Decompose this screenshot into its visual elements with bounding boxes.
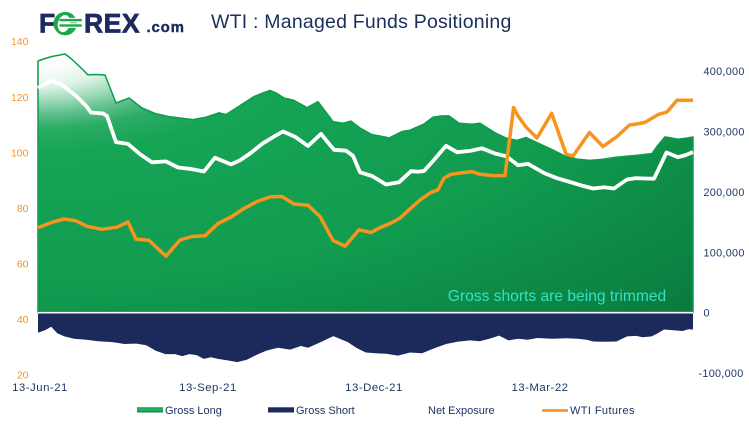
svg-text:Net Exposure: Net Exposure <box>428 405 495 417</box>
svg-text:120: 120 <box>11 92 29 104</box>
svg-text:60: 60 <box>17 259 29 271</box>
svg-text:100: 100 <box>11 147 29 159</box>
svg-text:0: 0 <box>704 308 710 320</box>
svg-text:20: 20 <box>17 370 29 382</box>
svg-text:13-Mar-22: 13-Mar-22 <box>511 382 568 394</box>
svg-text:100,000: 100,000 <box>704 247 745 259</box>
svg-text:REX: REX <box>84 8 140 38</box>
svg-text:F: F <box>39 8 55 38</box>
svg-text:WTI : Managed Funds Positionin: WTI : Managed Funds Positioning <box>211 11 512 33</box>
svg-text:300,000: 300,000 <box>704 127 745 139</box>
svg-text:140: 140 <box>11 36 29 48</box>
svg-text:80: 80 <box>17 203 29 215</box>
svg-text:13-Jun-21: 13-Jun-21 <box>12 382 68 394</box>
svg-text:40: 40 <box>17 314 29 326</box>
svg-text:13-Sep-21: 13-Sep-21 <box>179 382 237 394</box>
svg-text:.com: .com <box>147 19 185 36</box>
svg-text:200,000: 200,000 <box>704 187 745 199</box>
svg-text:400,000: 400,000 <box>704 66 745 78</box>
svg-text:-100,000: -100,000 <box>699 368 744 380</box>
svg-text:WTI Futures: WTI Futures <box>570 405 635 417</box>
svg-text:13-Dec-21: 13-Dec-21 <box>345 382 403 394</box>
svg-text:Gross Short: Gross Short <box>296 405 355 417</box>
svg-text:Gross Long: Gross Long <box>165 405 222 417</box>
svg-text:Gross shorts are being trimmed: Gross shorts are being trimmed <box>448 288 666 305</box>
